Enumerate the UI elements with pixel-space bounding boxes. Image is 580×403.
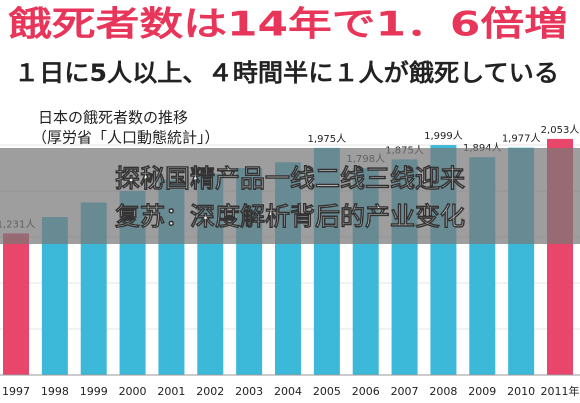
banner-line: 复苏：深度解析背后的产业变化 <box>115 202 465 231</box>
x-tick-label: 2006 <box>352 385 380 398</box>
x-tick-label: 2000 <box>119 385 147 398</box>
x-tick-label: 1998 <box>41 385 69 398</box>
x-tick-label: 2002 <box>196 385 224 398</box>
x-tick-label: 1999 <box>80 385 108 398</box>
x-tick-label: 2003 <box>235 385 263 398</box>
chart-subtitle: １日に5人以上、４時間半に１人が餓死している <box>14 59 559 87</box>
x-tick-label: 2005 <box>313 385 341 398</box>
source: （厚労省「人口動態統計」） <box>32 129 220 147</box>
value-label: 2,053人 <box>541 124 580 136</box>
value-label: 1,999人 <box>424 130 463 142</box>
x-tick-label: 2001 <box>157 385 185 398</box>
bar <box>3 233 29 375</box>
x-tick-label: 1997 <box>2 385 30 398</box>
banner-line: 探秘国精产品一线二线三线迎来 <box>115 164 466 193</box>
x-tick-label: 2008 <box>429 385 457 398</box>
chart-title: 餓死者数は14年で1．6倍増 <box>8 5 568 45</box>
x-tick-label: 2011年 <box>541 384 580 398</box>
x-tick-label: 2007 <box>391 385 419 398</box>
x-tick-label: 2010 <box>507 385 535 398</box>
value-label: 1,975人 <box>308 133 347 145</box>
value-label: 1,977人 <box>502 133 541 145</box>
banner <box>0 148 580 244</box>
x-tick-label: 2004 <box>274 385 302 398</box>
x-tick-label: 2009 <box>468 385 496 398</box>
chart-label: 日本の餓死者数の推移 <box>38 109 188 127</box>
